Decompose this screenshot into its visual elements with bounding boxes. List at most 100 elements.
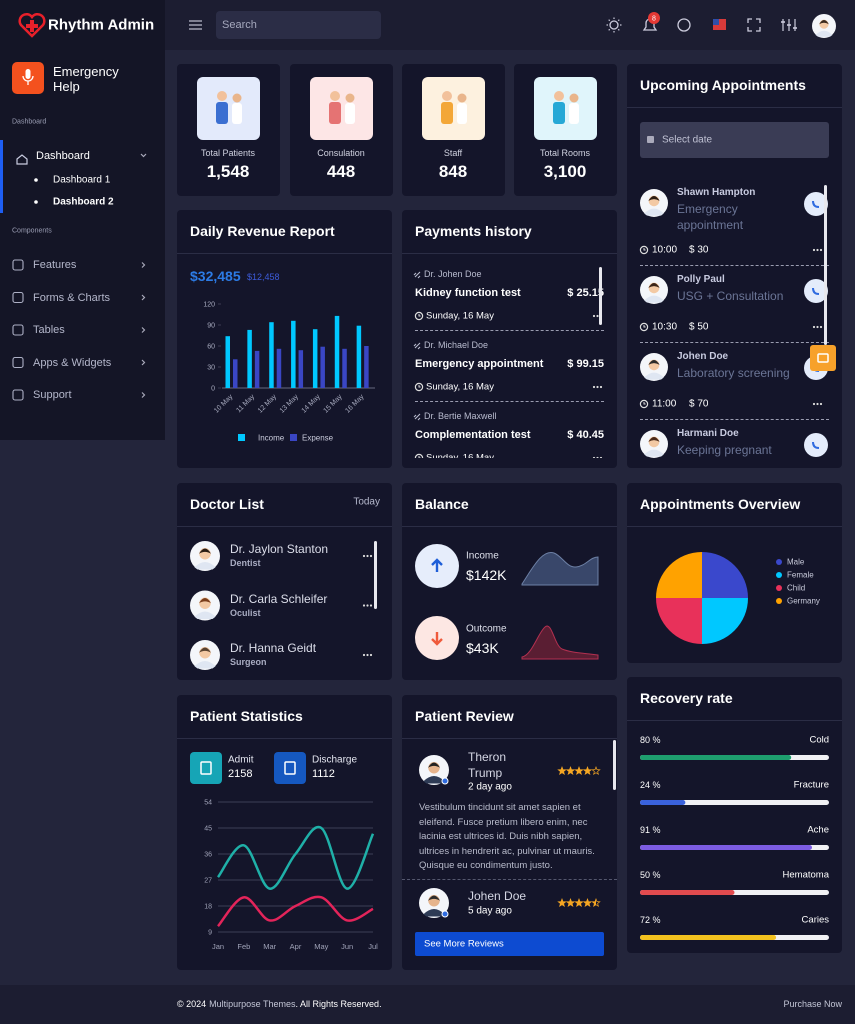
clock-icon [639, 322, 649, 332]
x-tick-label: Feb [237, 942, 250, 951]
graphic [640, 755, 829, 940]
copyright-company[interactable]: Multipurpose Themes [209, 999, 296, 1009]
call-button [804, 279, 828, 303]
patient-name: Harmani Doe [677, 428, 739, 439]
avatar-body [194, 611, 216, 619]
stat-illustration [197, 77, 260, 140]
x-tick-label: 15 May [322, 393, 344, 415]
service: USG + Consultation [677, 289, 784, 303]
doctor-specialty: Dentist [230, 558, 261, 568]
stat-label: Total Patients [200, 148, 256, 158]
avatar-body [644, 295, 664, 303]
submenu-item: Dashboard 1 [53, 174, 111, 186]
stat-illustration [310, 77, 373, 140]
doctor-name: Dr. Jaylon Stanton [230, 542, 329, 556]
recovery-value: 80 % [640, 735, 661, 745]
bar [291, 320, 296, 388]
see-more-button[interactable]: See More Reviews [415, 932, 604, 956]
menu-item: Dashboard [36, 150, 90, 162]
purchase-link[interactable]: Purchase Now [783, 999, 842, 1009]
link-icon [413, 271, 421, 279]
chevron [141, 359, 146, 366]
x-tick-label: Jul [368, 942, 378, 951]
filter: Today [353, 496, 380, 508]
bar [342, 348, 347, 388]
figure-head [442, 91, 452, 101]
bar [225, 336, 230, 388]
line [216, 825, 375, 890]
avatar-body [423, 776, 445, 784]
theme-ray [617, 28, 620, 31]
search-box[interactable] [216, 11, 381, 39]
graphic [414, 311, 603, 321]
top-bar: 8 Rhythm Admin Search [0, 0, 855, 50]
review-list: Theron Trump 2 day ago Vestibulum tincidun… [402, 739, 617, 918]
doctor-name: Dr. Michael Doe [424, 340, 489, 350]
doctor-name: Dr. Carla Schleifer [230, 591, 328, 606]
recovery-name: Caries [801, 914, 829, 926]
appointment-main: Harmani Doe Keeping pregnant [640, 428, 829, 458]
graphic [817, 353, 829, 363]
patient-name: Polly Paul [677, 274, 725, 285]
floating-settings[interactable] [810, 345, 836, 371]
divider [627, 107, 842, 108]
figure-head [345, 93, 355, 103]
figure-body [329, 102, 341, 124]
star [565, 766, 576, 776]
graphic [656, 552, 782, 644]
appointment-time: 10:30 [652, 321, 678, 333]
date-placeholder: Select date [662, 134, 713, 146]
x-tick-label: May [314, 942, 328, 951]
chevron [141, 392, 146, 398]
summary-amount: $12,458 [247, 272, 280, 282]
bar [312, 329, 318, 388]
divider [402, 738, 617, 739]
clock-icon [414, 311, 424, 321]
call-button [804, 433, 828, 457]
more-dot [596, 385, 599, 389]
figure-body [441, 102, 453, 124]
payment-date-row: Sunday, 16 May [414, 381, 604, 393]
y-tick-label: 54 [204, 800, 212, 807]
legend-marker [776, 572, 782, 578]
emergency-help[interactable]: Emergency Help [53, 64, 119, 94]
doctor-specialty: Surgeon [230, 657, 267, 667]
more-dot [362, 653, 366, 657]
card: Recovery rate 80 % Cold 24 % Fracture 91 % Ach… [627, 677, 842, 953]
scrollbar [374, 541, 377, 609]
y-tick-label: 27 [204, 878, 212, 885]
summary-value: 2158 [228, 768, 253, 780]
star [557, 766, 567, 776]
graphic [413, 413, 421, 421]
avatar-hair [648, 283, 660, 288]
divider [627, 526, 842, 527]
arrow-up [431, 558, 443, 572]
theme-ray [608, 28, 611, 31]
section-label: Components [12, 227, 52, 235]
stat-value: 448 [326, 162, 356, 181]
figure-head [217, 91, 227, 101]
chevron [141, 262, 146, 268]
star [574, 898, 584, 908]
legend-label: Male [787, 557, 805, 567]
clock-icon [414, 453, 424, 458]
graphic: 9 18 27 36 45 54 Jan Feb Mar Apr May Jun Jul [190, 752, 378, 951]
payment-date: Sunday, 16 May [426, 381, 494, 393]
more-dot [812, 402, 816, 406]
copyright-prefix: © 2024 [177, 999, 207, 1009]
avatar-hair [199, 647, 211, 653]
summary-label: Admit [228, 754, 254, 766]
bar [276, 348, 282, 388]
appointment-price: $ 50 [689, 321, 709, 333]
star [582, 766, 593, 776]
pie-slice [656, 598, 702, 644]
menu-icon [12, 356, 24, 369]
footer: © 2024 Multipurpose Themes. All Rights Re… [0, 985, 855, 1024]
graphic [640, 430, 668, 458]
date-input[interactable] [640, 122, 829, 158]
logo-heart [18, 12, 46, 38]
more-dot [366, 604, 369, 607]
card-title: Upcoming Appointments [640, 77, 806, 93]
theme-ray [617, 19, 620, 22]
home-icon [16, 154, 28, 165]
